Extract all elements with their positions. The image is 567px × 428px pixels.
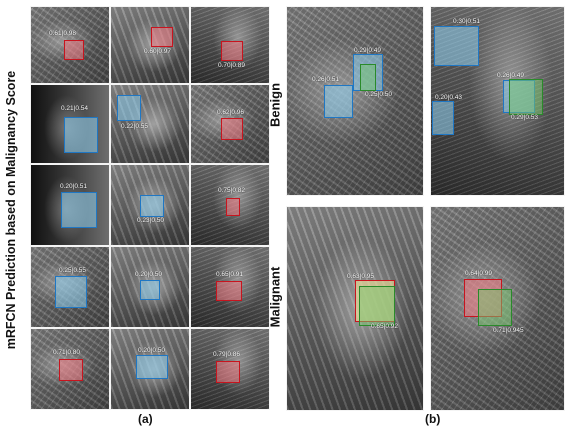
row-label-malignant: Malignant <box>266 262 284 332</box>
prediction-box <box>221 118 243 140</box>
prediction-label: 0.20|0.51 <box>60 183 87 190</box>
patch-1: 0.61|0.98 <box>30 6 110 84</box>
patch-11: 0.20|0.50 <box>110 246 190 328</box>
caption-b: (b) <box>425 412 441 426</box>
prediction-box <box>140 195 164 217</box>
ground-truth-box <box>359 286 395 326</box>
benign-image-right: 0.30|0.51 0.26|0.49 0.20|0.43 0.29|0.53 <box>430 6 565 196</box>
benign-image-left: 0.26|0.51 0.29|0.49 0.25|0.50 <box>286 6 424 196</box>
prediction-box <box>136 355 168 379</box>
patch-13: 0.71|0.80 <box>30 328 110 410</box>
prediction-label: 0.60|0.97 <box>144 48 171 55</box>
patch-12: 0.65|0.91 <box>190 246 270 328</box>
prediction-label: 0.65|0.91 <box>216 271 243 278</box>
prediction-label: 0.62|0.96 <box>217 109 244 116</box>
prediction-box <box>221 41 243 61</box>
prediction-box <box>226 198 240 216</box>
prediction-label: 0.79|0.86 <box>213 351 240 358</box>
caption-a: (a) <box>138 412 153 426</box>
patch-10: 0.25|0.55 <box>30 246 110 328</box>
prediction-label: 0.63|0.95 <box>347 273 374 280</box>
prediction-label: 0.20|0.50 <box>138 347 165 354</box>
prediction-label: 0.26|0.51 <box>312 76 339 83</box>
prediction-box <box>64 40 84 60</box>
prediction-label: 0.61|0.98 <box>49 30 76 37</box>
ground-truth-box <box>509 79 543 115</box>
prediction-label: 0.26|0.49 <box>497 72 524 79</box>
prediction-label: 0.20|0.50 <box>135 271 162 278</box>
prediction-label: 0.75|0.82 <box>218 187 245 194</box>
patch-3: 0.70|0.89 <box>190 6 270 84</box>
prediction-box <box>64 117 98 153</box>
patch-5: 0.22|0.55 <box>110 84 190 164</box>
prediction-box <box>140 280 160 300</box>
ground-truth-box <box>478 289 512 326</box>
prediction-label: 0.65|0.92 <box>371 323 398 330</box>
patch-2: 0.60|0.97 <box>110 6 190 84</box>
malignant-image-right: 0.64|0.99 0.71|0.945 <box>430 206 565 411</box>
prediction-box <box>432 101 454 135</box>
prediction-box <box>216 361 240 383</box>
patch-6: 0.62|0.96 <box>190 84 270 164</box>
prediction-box <box>117 95 141 121</box>
prediction-label: 0.71|0.80 <box>53 349 80 356</box>
patch-7: 0.20|0.51 <box>30 164 110 246</box>
panel-a: 0.61|0.98 0.60|0.97 0.70|0.89 0.21|0.54 … <box>30 6 270 410</box>
row-label-malignant-text: Malignant <box>267 266 283 328</box>
prediction-box <box>59 359 83 381</box>
prediction-box <box>324 85 353 118</box>
row-label-benign: Benign <box>266 80 284 130</box>
prediction-label: 0.23|0.50 <box>137 217 164 224</box>
prediction-label: 0.21|0.54 <box>61 105 88 112</box>
prediction-box <box>216 281 242 301</box>
patch-4: 0.21|0.54 <box>30 84 110 164</box>
ground-truth-box <box>360 64 376 91</box>
prediction-label: 0.29|0.49 <box>354 47 381 54</box>
prediction-label: 0.30|0.51 <box>453 18 480 25</box>
prediction-label: 0.71|0.945 <box>493 327 524 334</box>
patch-9: 0.75|0.82 <box>190 164 270 246</box>
malignant-image-left: 0.63|0.95 0.65|0.92 <box>286 206 424 411</box>
patch-15: 0.79|0.86 <box>190 328 270 410</box>
prediction-box <box>55 276 87 308</box>
prediction-label: 0.20|0.43 <box>435 94 462 101</box>
prediction-label: 0.25|0.50 <box>365 91 392 98</box>
prediction-box <box>61 192 97 228</box>
patch-8: 0.23|0.50 <box>110 164 190 246</box>
row-label-benign-text: Benign <box>267 82 283 128</box>
prediction-box <box>151 27 173 47</box>
prediction-label: 0.29|0.53 <box>511 114 538 121</box>
prediction-box <box>434 26 479 66</box>
prediction-label: 0.64|0.99 <box>465 270 492 277</box>
prediction-label: 0.25|0.55 <box>59 267 86 274</box>
prediction-label: 0.70|0.89 <box>218 62 245 69</box>
y-axis-label: mRFCN Prediction based on Malignancy Sco… <box>0 40 26 380</box>
y-axis-label-text: mRFCN Prediction based on Malignancy Sco… <box>4 70 18 350</box>
patch-14: 0.20|0.50 <box>110 328 190 410</box>
prediction-label: 0.22|0.55 <box>121 123 148 130</box>
